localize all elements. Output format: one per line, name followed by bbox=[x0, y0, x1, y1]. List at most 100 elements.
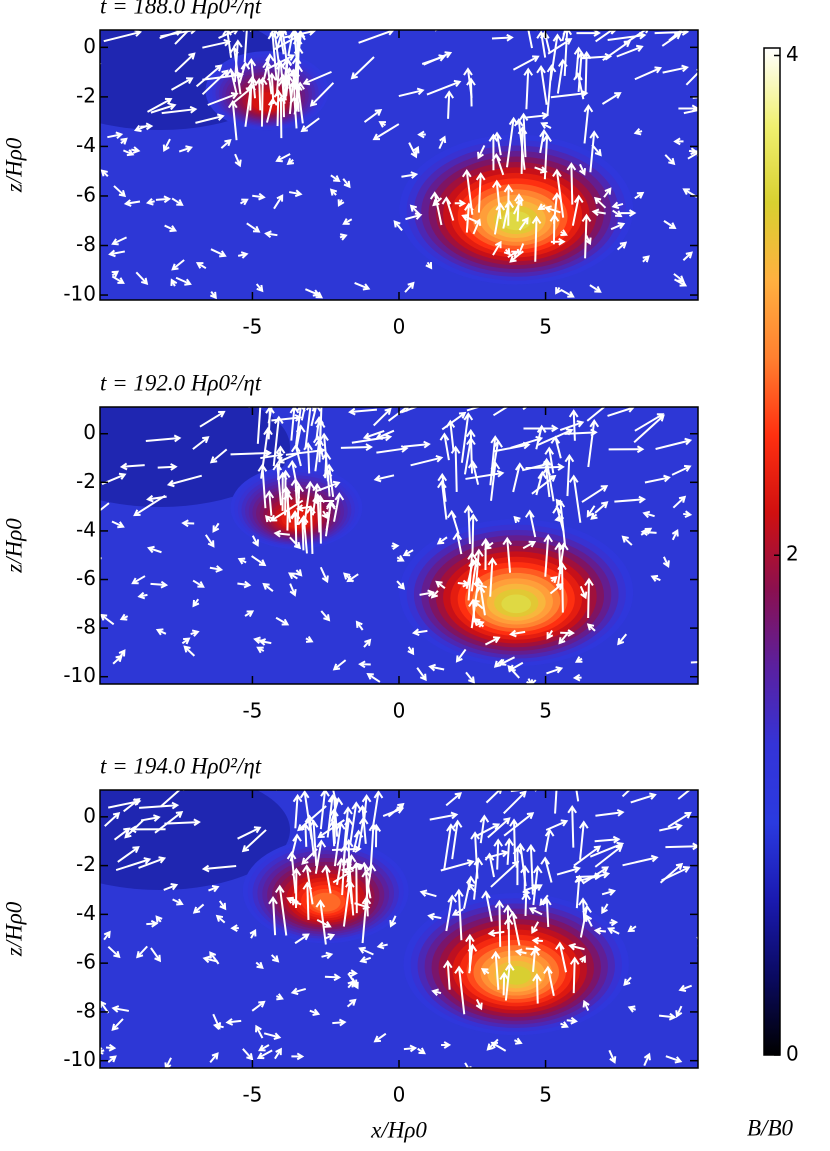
velocity-arrow bbox=[410, 455, 444, 467]
velocity-arrow bbox=[453, 888, 464, 941]
velocity-arrow bbox=[311, 497, 335, 505]
velocity-arrow bbox=[566, 162, 577, 205]
velocity-arrow bbox=[470, 557, 482, 592]
velocity-arrow bbox=[199, 410, 226, 428]
y-axis-label: z/Hρ0 bbox=[1, 137, 26, 193]
velocity-arrow bbox=[373, 1032, 387, 1043]
velocity-arrow bbox=[494, 899, 505, 947]
velocity-arrow bbox=[438, 135, 447, 150]
velocity-arrow bbox=[443, 823, 456, 870]
velocity-arrow bbox=[579, 904, 592, 938]
velocity-arrow bbox=[502, 536, 513, 573]
velocity-arrow bbox=[376, 445, 409, 454]
velocity-arrow bbox=[428, 663, 445, 672]
velocity-arrow bbox=[451, 908, 464, 916]
velocity-arrow bbox=[441, 1041, 452, 1049]
velocity-arrow bbox=[419, 889, 437, 898]
velocity-arrow bbox=[209, 951, 220, 965]
velocity-arrow bbox=[584, 577, 594, 618]
velocity-arrow bbox=[466, 407, 482, 412]
velocity-arrow bbox=[321, 951, 334, 960]
colorbar bbox=[763, 47, 781, 1056]
velocity-arrow bbox=[535, 470, 548, 496]
velocity-arrow bbox=[540, 856, 553, 883]
velocity-arrow bbox=[512, 462, 525, 493]
velocity-arrow bbox=[555, 498, 563, 507]
velocity-arrow bbox=[485, 849, 509, 860]
velocity-arrow bbox=[207, 91, 239, 106]
velocity-arrow bbox=[288, 189, 303, 198]
velocity-arrow bbox=[342, 857, 353, 905]
y-tick-label: -6 bbox=[76, 950, 96, 974]
velocity-arrow bbox=[612, 209, 623, 218]
velocity-arrow bbox=[218, 900, 227, 911]
velocity-arrow bbox=[355, 620, 364, 631]
y-axis-label: z/Hρ0 bbox=[1, 518, 26, 574]
velocity-arrow bbox=[523, 67, 534, 110]
velocity-arrow bbox=[528, 907, 543, 916]
velocity-arrow bbox=[209, 1052, 219, 1064]
velocity-arrow bbox=[150, 102, 177, 114]
velocity-arrow bbox=[560, 1021, 569, 1029]
velocity-arrow bbox=[492, 240, 502, 256]
y-tick-label: 0 bbox=[83, 34, 96, 58]
velocity-arrow bbox=[166, 474, 203, 488]
colorbar-tick-label: 2 bbox=[786, 542, 799, 566]
velocity-arrow bbox=[258, 638, 272, 646]
velocity-arrow bbox=[372, 407, 392, 427]
velocity-arrow bbox=[347, 980, 355, 989]
velocity-arrow bbox=[582, 999, 590, 1011]
velocity-arrow bbox=[672, 495, 687, 509]
velocity-arrow bbox=[354, 281, 371, 291]
velocity-arrow bbox=[202, 71, 244, 81]
velocity-arrow bbox=[317, 819, 345, 839]
velocity-arrow bbox=[531, 936, 543, 945]
velocity-arrow bbox=[575, 871, 611, 883]
velocity-arrow bbox=[620, 209, 637, 217]
velocity-arrow bbox=[103, 930, 111, 941]
velocity-arrow bbox=[467, 882, 477, 893]
velocity-arrow bbox=[550, 89, 589, 99]
velocity-arrow bbox=[444, 90, 455, 119]
velocity-arrow bbox=[354, 902, 371, 910]
velocity-arrow bbox=[202, 38, 232, 49]
colorbar-tick-label: 4 bbox=[786, 42, 799, 66]
velocity-arrow bbox=[332, 1018, 347, 1027]
velocity-arrow bbox=[209, 448, 228, 464]
velocity-arrow bbox=[274, 1047, 282, 1060]
velocity-arrow bbox=[434, 30, 439, 32]
velocity-arrow bbox=[587, 419, 600, 468]
velocity-arrow bbox=[113, 827, 131, 841]
velocity-arrow bbox=[630, 792, 657, 804]
velocity-arrow bbox=[105, 1043, 117, 1052]
velocity-arrow bbox=[662, 556, 670, 568]
velocity-arrow bbox=[673, 137, 684, 146]
velocity-arrow bbox=[579, 585, 588, 600]
velocity-arrow bbox=[192, 598, 200, 608]
velocity-arrow bbox=[371, 790, 384, 830]
velocity-arrow bbox=[556, 58, 568, 94]
velocity-arrow bbox=[555, 941, 568, 973]
velocity-arrow bbox=[295, 569, 303, 577]
velocity-arrow bbox=[543, 533, 554, 577]
velocity-arrow bbox=[155, 628, 167, 636]
velocity-arrow bbox=[255, 961, 264, 969]
velocity-arrow bbox=[561, 30, 567, 42]
velocity-arrow bbox=[662, 64, 689, 74]
velocity-arrow bbox=[594, 501, 609, 514]
velocity-arrow bbox=[412, 145, 420, 154]
velocity-arrow bbox=[364, 863, 377, 905]
velocity-arrow bbox=[569, 956, 580, 994]
velocity-arrow bbox=[119, 613, 129, 621]
velocity-arrow bbox=[658, 1012, 677, 1021]
velocity-arrow bbox=[442, 959, 453, 990]
velocity-arrow bbox=[621, 790, 631, 798]
x-tick-label: -5 bbox=[242, 315, 262, 339]
velocity-arrow bbox=[330, 797, 344, 822]
velocity-arrow bbox=[116, 649, 126, 661]
velocity-arrow bbox=[372, 123, 400, 141]
velocity-arrow bbox=[145, 434, 182, 443]
velocity-arrow bbox=[316, 919, 332, 928]
velocity-arrow bbox=[445, 792, 463, 807]
velocity-arrow bbox=[417, 1047, 426, 1055]
